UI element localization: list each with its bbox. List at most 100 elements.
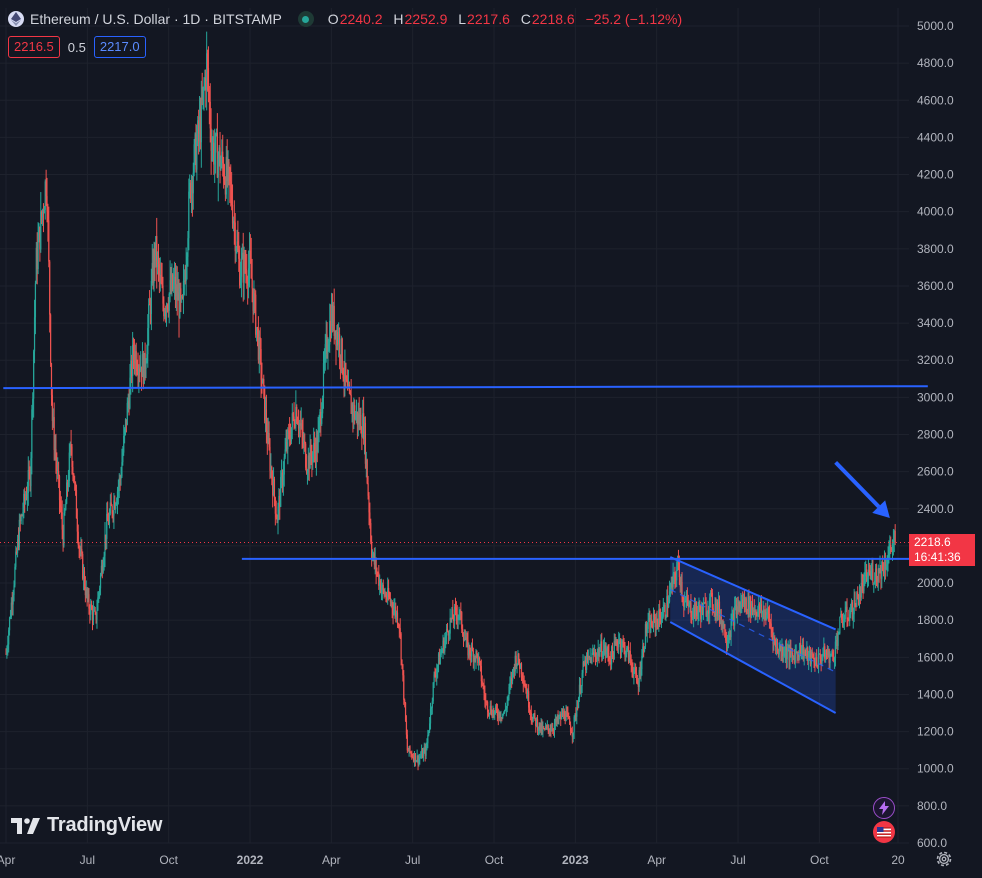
time-axis[interactable]: Apr Jul Oct 2022 Apr Jul Oct 2023 Apr Jul Oct 20 — [0, 853, 905, 867]
candle-body — [600, 641, 602, 651]
candle-body — [868, 569, 870, 573]
candle-body — [833, 657, 836, 661]
candle-body — [676, 559, 679, 570]
price-axis[interactable]: 5000.0 4800.0 4600.0 4400.0 4200.0 4000.0 3800… — [917, 19, 954, 850]
candle-body — [715, 603, 717, 616]
y-tick-label: 1600.0 — [917, 650, 954, 664]
candle-body — [344, 363, 346, 380]
candle-body — [514, 655, 516, 672]
candle-body — [324, 344, 326, 361]
candle-body — [414, 753, 416, 762]
candle-body — [580, 686, 582, 693]
candle-body — [18, 519, 20, 548]
candle-body — [177, 292, 179, 301]
x-tick-label: Oct — [159, 853, 178, 867]
candle-body — [367, 483, 369, 496]
candle-body — [846, 606, 848, 619]
candle-body — [61, 512, 63, 530]
candle-body — [826, 653, 829, 655]
candle-body — [246, 270, 248, 282]
candle-body — [171, 274, 173, 292]
candle-body — [368, 495, 370, 513]
candle-body — [310, 444, 312, 456]
chart-grid — [0, 8, 909, 844]
candle-body — [505, 708, 507, 711]
candle-body — [144, 353, 146, 370]
candle-body — [320, 412, 322, 424]
candle-body — [842, 621, 845, 626]
candle-body — [125, 419, 128, 425]
candle-body — [836, 639, 838, 646]
candle-body — [430, 707, 433, 709]
sell-price-button[interactable]: 2216.5 — [8, 36, 60, 58]
candle-body — [770, 623, 772, 630]
candle-body — [720, 616, 722, 627]
candle-body — [313, 443, 315, 453]
candle-body — [16, 551, 18, 553]
candle-body — [542, 727, 544, 733]
candle-body — [756, 613, 758, 617]
candle-body — [223, 163, 225, 180]
buy-price-button[interactable]: 2217.0 — [93, 36, 146, 58]
ethereum-icon — [8, 11, 24, 27]
flash-icon[interactable] — [873, 797, 895, 819]
candle-body — [736, 606, 738, 615]
us-flag-icon[interactable] — [873, 821, 895, 843]
tradingview-logo[interactable]: TradingView — [11, 814, 162, 837]
candle-body — [618, 639, 621, 641]
candle-body — [425, 746, 427, 756]
candle-body — [115, 504, 117, 509]
candle-body — [742, 599, 744, 607]
symbol-legend[interactable]: Ethereum / U.S. Dollar · 1D · BITSTAMP O… — [8, 8, 682, 30]
candle-body — [140, 366, 143, 377]
candle-body — [80, 549, 82, 552]
candle-body — [127, 401, 129, 403]
candle-body — [461, 612, 463, 629]
candle-body — [255, 294, 257, 335]
candle-body — [831, 651, 833, 655]
candle-body — [728, 634, 730, 641]
candle-body — [161, 283, 163, 286]
candle-body — [749, 596, 751, 614]
market-open-icon[interactable] — [297, 11, 314, 27]
candle-body — [372, 553, 375, 557]
candle-body — [883, 561, 886, 574]
candle-body — [807, 647, 809, 661]
candle-body — [315, 437, 317, 462]
candle-body — [445, 628, 448, 636]
candle-body — [695, 601, 697, 611]
candle-body — [491, 713, 493, 718]
candle-body — [396, 612, 398, 617]
candle-body — [274, 497, 276, 514]
candle-body — [637, 684, 639, 687]
candle-body — [437, 654, 440, 665]
candle-body — [199, 116, 202, 143]
candle-body — [768, 613, 771, 622]
candle-body — [65, 503, 67, 511]
candle-body — [455, 607, 457, 615]
candle-body — [838, 633, 840, 635]
candle-body — [678, 562, 680, 578]
candle-body — [575, 713, 577, 717]
candle-body — [683, 600, 685, 608]
candle-body — [835, 639, 837, 642]
candle-body — [659, 609, 661, 617]
candle-body — [420, 756, 422, 758]
candle-body — [460, 610, 462, 613]
candle-body — [522, 678, 524, 684]
candle-body — [226, 156, 228, 181]
candle-body — [330, 320, 332, 336]
candle-body — [89, 608, 91, 615]
candle-body — [738, 601, 740, 612]
candle-body — [494, 710, 496, 715]
candle-body — [894, 530, 896, 543]
candle-body — [417, 755, 419, 765]
candle-body — [668, 601, 670, 608]
annotation-arrow-shaft — [834, 460, 881, 508]
gear-icon[interactable] — [934, 849, 954, 869]
candle-body — [605, 651, 607, 655]
candle-body — [46, 196, 48, 212]
candle-body — [411, 753, 413, 757]
candle-body — [747, 596, 749, 613]
